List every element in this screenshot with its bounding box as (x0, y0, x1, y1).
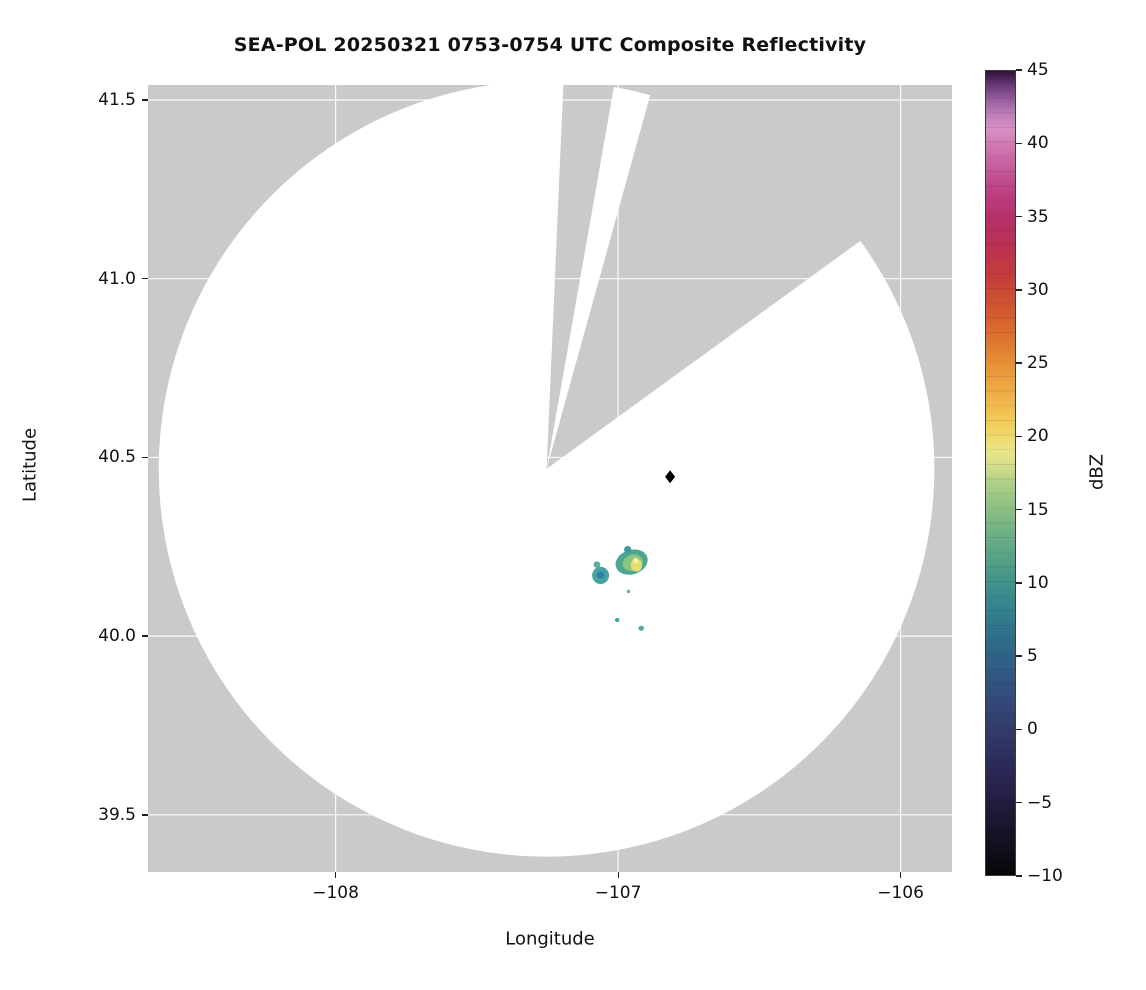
y-tick-mark (142, 99, 148, 101)
y-tick-label: 40.5 (98, 447, 136, 468)
colorbar-tick-label: 0 (1027, 719, 1038, 740)
radar-coverage-sector (546, 87, 651, 469)
reflectivity-echo (614, 617, 620, 623)
colorbar-tick-label: 30 (1027, 279, 1049, 300)
reflectivity-echo (593, 561, 601, 568)
plot-area (148, 85, 952, 872)
colorbar-tick-label: 20 (1027, 426, 1049, 447)
y-tick-label: 40.0 (98, 626, 136, 647)
colorbar-tick-label: 15 (1027, 499, 1049, 520)
colorbar-tick-label: 25 (1027, 353, 1049, 374)
y-tick-mark (142, 456, 148, 459)
colorbar-tick-label: 10 (1027, 572, 1049, 593)
x-tick-mark (335, 872, 337, 878)
colorbar-tick-mark (1016, 69, 1022, 71)
colorbar-tick-mark (1016, 215, 1022, 218)
y-tick-label: 41.5 (98, 90, 136, 110)
colorbar-gradient (986, 71, 1015, 875)
reflectivity-echo (633, 557, 639, 564)
y-tick-label: 41.0 (98, 268, 136, 289)
colorbar-tick-mark (1016, 875, 1022, 877)
colorbar-label: dBZ (1086, 453, 1108, 491)
x-tick-label: −106 (877, 883, 924, 903)
reflectivity-echo (638, 625, 644, 631)
colorbar-tick-label: −5 (1027, 792, 1053, 813)
site-marker-diamond (665, 470, 676, 484)
x-axis-label: Longitude (505, 928, 595, 950)
colorbar-tick-mark (1016, 435, 1022, 438)
colorbar-tick-mark (1016, 728, 1022, 731)
colorbar-tick-label: 35 (1027, 206, 1049, 227)
y-axis-label: Latitude (19, 427, 41, 503)
colorbar-tick-label: 5 (1027, 646, 1038, 667)
colorbar-tick-mark (1016, 142, 1022, 144)
radar-coverage-sector (158, 85, 935, 857)
colorbar-tick-mark (1016, 582, 1022, 584)
colorbar-tick-mark (1016, 289, 1022, 291)
x-tick-label: −107 (594, 883, 642, 903)
colorbar-tick-label: 45 (1027, 60, 1049, 80)
y-tick-mark (142, 814, 148, 816)
colorbar-tick-mark (1016, 802, 1022, 804)
y-tick-mark (142, 635, 148, 637)
x-tick-label: −108 (312, 883, 359, 903)
reflectivity-echo (596, 571, 605, 579)
y-tick-label: 39.5 (98, 804, 136, 825)
colorbar-tick-label: −10 (1027, 866, 1063, 886)
y-tick-mark (142, 278, 148, 280)
colorbar-tick-mark (1016, 655, 1022, 657)
reflectivity-echo (624, 546, 632, 554)
colorbar-tick-mark (1016, 508, 1022, 511)
radar-plot-canvas (148, 85, 952, 872)
reflectivity-echo (626, 589, 631, 594)
chart-title: SEA-POL 20250321 0753-0754 UTC Composite… (233, 34, 867, 56)
colorbar (985, 70, 1016, 876)
x-tick-mark (900, 872, 902, 878)
colorbar-tick-label: 40 (1027, 133, 1049, 154)
colorbar-tick-mark (1016, 362, 1022, 364)
x-tick-mark (617, 872, 619, 878)
